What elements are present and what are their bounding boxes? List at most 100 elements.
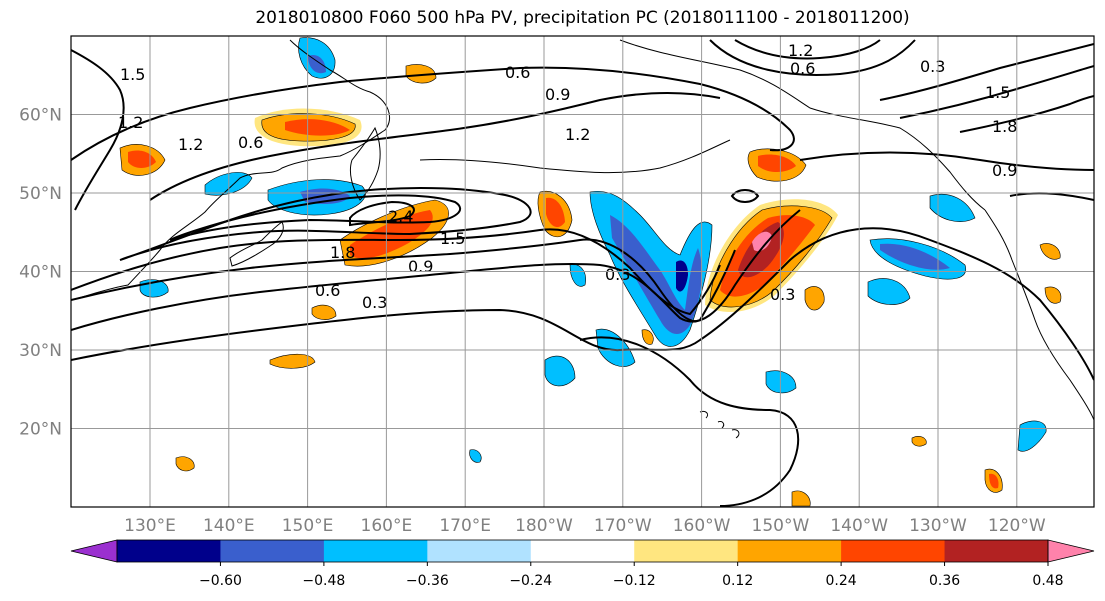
colorbar-tick-label: −0.12 [613, 573, 656, 589]
shade-negative [569, 264, 586, 287]
colorbar-segment [634, 540, 739, 562]
longitude-tick-label: 150°E [282, 516, 334, 536]
coastline-asia [71, 39, 390, 301]
colorbar-tick-label: 0.48 [1032, 573, 1063, 589]
coastline-alaska [619, 39, 986, 211]
colorbar-segment [117, 540, 221, 562]
coastline-aleutians [419, 139, 731, 174]
shade-positive [911, 436, 927, 447]
longitude-tick-label: 170°E [439, 516, 491, 536]
pv-label-0.3: 0.3 [605, 265, 630, 284]
coastline-namerica [984, 209, 1094, 421]
shade-positive-core [285, 119, 350, 136]
longitude-tick-label: 160°W [673, 516, 731, 536]
colorbar-tick-labels: −0.60 −0.48 −0.36 −0.24 −0.12 0.12 0.24 0.36 0.4… [199, 562, 1064, 589]
pv-contour-east-small [1009, 192, 1094, 201]
latitude-tick-label: 60°N [19, 106, 62, 126]
pv-label-0.9: 0.9 [992, 161, 1017, 180]
longitude-tick-label: 140°W [830, 516, 888, 536]
shade-negative [765, 370, 797, 394]
pv-contour-west [71, 49, 125, 211]
pv-label-1.2: 1.2 [788, 41, 813, 60]
latitude-tick-label: 50°N [19, 184, 62, 204]
pv-contour-2.4 [349, 200, 415, 227]
pv-contour-loop-top [734, 39, 881, 60]
shade-negative [544, 355, 576, 387]
longitude-tick-label: 130°E [124, 516, 176, 536]
shade-positive-core [546, 197, 565, 228]
shade-positive-peak [752, 231, 772, 252]
colorbar-segment [427, 540, 532, 562]
colorbar-tick-label: −0.60 [199, 573, 242, 589]
longitude-tick-label: 170°W [594, 516, 652, 536]
pv-contour-outer [149, 91, 721, 201]
pv-contour-ne [799, 151, 1094, 171]
longitude-labels: 130°E 140°E 150°E 160°E 170°E 180°W 170°W 160°W… [124, 516, 1046, 536]
shade-negative-core [308, 54, 326, 74]
pv-contour-1.8 [169, 194, 462, 241]
pv-label-1.2: 1.2 [565, 125, 590, 144]
pv-label-1.8: 1.8 [330, 243, 355, 262]
colorbar-tick-label: 0.24 [826, 573, 857, 589]
pv-label-1.5: 1.5 [120, 65, 145, 84]
colorbar-segment [220, 540, 325, 562]
longitude-tick-label: 130°W [909, 516, 967, 536]
pv-label-0.6: 0.6 [505, 63, 530, 82]
pv-label-0.6: 0.6 [238, 133, 263, 152]
colorbar-extend-min [70, 539, 118, 563]
shade-positive [269, 353, 316, 369]
pv-contours [71, 39, 1094, 507]
shade-negative-core [880, 243, 950, 270]
pv-label-1.5: 1.5 [440, 229, 465, 248]
latitude-tick-label: 20°N [19, 420, 62, 440]
map-area: 2.4 1.8 1.5 1.2 0.9 0.6 0.3 0.6 0.6 0.9 … [71, 36, 1094, 507]
map-frame [70, 35, 1095, 508]
colorbar-tick-label: −0.48 [302, 573, 345, 589]
colorbar-segment [944, 540, 1049, 562]
colorbar-segment [841, 540, 946, 562]
latitude-labels: 60°N 50°N 40°N 30°N 20°N [19, 106, 62, 440]
colorbar-frame [116, 539, 1049, 563]
pv-label-1.2: 1.2 [178, 135, 203, 154]
chart-title: 2018010800 F060 500 hPa PV, precipitatio… [255, 8, 910, 28]
pv-label-0.3: 0.3 [362, 293, 387, 312]
pv-label-0.9: 0.9 [408, 257, 433, 276]
shade-positive [1044, 286, 1062, 304]
colorbar [70, 539, 1095, 563]
shade-positive-core [989, 473, 999, 489]
shade-positive [804, 286, 825, 311]
longitude-tick-label: 140°E [203, 516, 255, 536]
longitude-tick-label: 180°W [515, 516, 573, 536]
shade-negative-deep [676, 260, 688, 292]
pv-label-1.8: 1.8 [992, 117, 1017, 136]
shade-positive [405, 64, 437, 84]
colorbar-segment [737, 540, 842, 562]
shade-positive-core [128, 150, 156, 168]
shading-layer [119, 37, 1062, 507]
shade-positive-core [758, 154, 796, 172]
pv-contour-loop-top [709, 39, 916, 76]
pv-contour-ne [959, 95, 1094, 133]
graticule [71, 36, 1094, 507]
shade-negative [929, 194, 976, 222]
pv-contour-0.3 [71, 227, 1094, 381]
shade-negative [469, 449, 482, 463]
pv-label-0.6: 0.6 [315, 281, 340, 300]
pv-label-1.2: 1.2 [118, 113, 143, 132]
shade-positive [791, 490, 811, 507]
shade-positive [175, 456, 195, 472]
pv-contour-small-loop [730, 189, 760, 203]
colorbar-tick-label: 0.36 [929, 573, 960, 589]
pv-label-2.4: 2.4 [388, 207, 413, 226]
pv-label-0.9: 0.9 [545, 85, 570, 104]
longitude-tick-label: 120°W [988, 516, 1046, 536]
colorbar-segment [530, 540, 635, 562]
pv-contour-0.9 [71, 238, 736, 323]
colorbar-extend-max [1047, 539, 1095, 563]
pv-label-0.6: 0.6 [790, 59, 815, 78]
coastline-kamchatka [349, 126, 381, 201]
colorbar-tick-label: −0.36 [406, 573, 449, 589]
colorbar-tick-label: −0.24 [509, 573, 552, 589]
shade-positive [311, 304, 337, 320]
